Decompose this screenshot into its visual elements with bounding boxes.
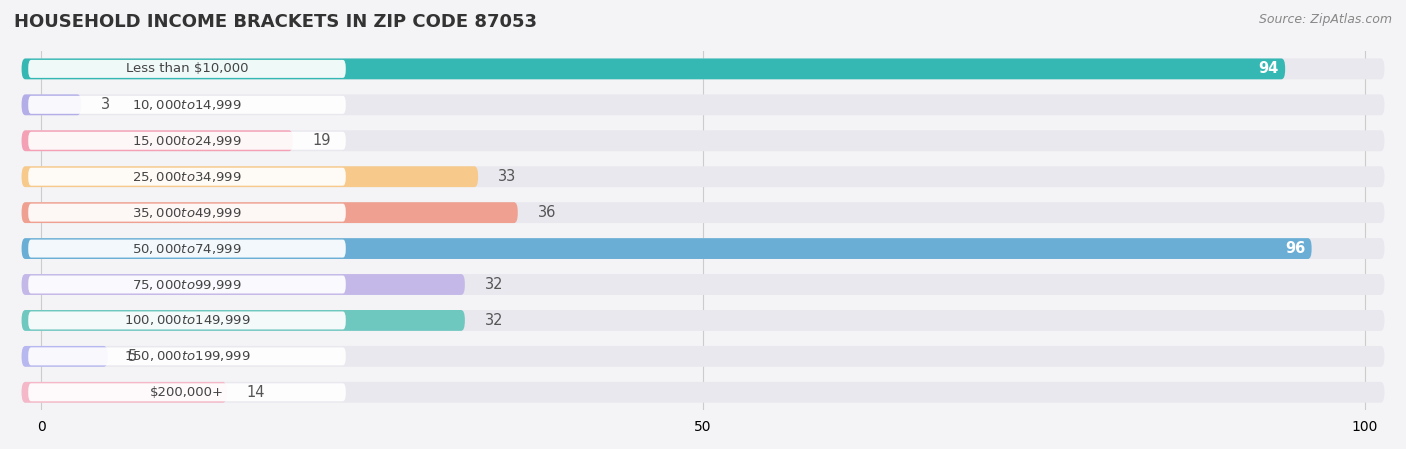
FancyBboxPatch shape xyxy=(21,274,465,295)
FancyBboxPatch shape xyxy=(28,204,346,222)
Text: $50,000 to $74,999: $50,000 to $74,999 xyxy=(132,242,242,255)
FancyBboxPatch shape xyxy=(21,58,1385,79)
FancyBboxPatch shape xyxy=(21,274,1385,295)
Text: $35,000 to $49,999: $35,000 to $49,999 xyxy=(132,206,242,220)
Text: $100,000 to $149,999: $100,000 to $149,999 xyxy=(124,313,250,327)
FancyBboxPatch shape xyxy=(21,346,108,367)
FancyBboxPatch shape xyxy=(21,310,465,331)
FancyBboxPatch shape xyxy=(28,168,346,186)
FancyBboxPatch shape xyxy=(21,58,1285,79)
Text: 36: 36 xyxy=(537,205,555,220)
FancyBboxPatch shape xyxy=(21,94,1385,115)
FancyBboxPatch shape xyxy=(28,96,346,114)
FancyBboxPatch shape xyxy=(21,166,1385,187)
FancyBboxPatch shape xyxy=(28,240,346,258)
FancyBboxPatch shape xyxy=(28,348,346,365)
FancyBboxPatch shape xyxy=(28,276,346,294)
FancyBboxPatch shape xyxy=(28,312,346,330)
Text: HOUSEHOLD INCOME BRACKETS IN ZIP CODE 87053: HOUSEHOLD INCOME BRACKETS IN ZIP CODE 87… xyxy=(14,13,537,31)
Text: 33: 33 xyxy=(498,169,516,184)
Text: 14: 14 xyxy=(246,385,266,400)
Text: $15,000 to $24,999: $15,000 to $24,999 xyxy=(132,134,242,148)
FancyBboxPatch shape xyxy=(28,60,346,78)
FancyBboxPatch shape xyxy=(28,132,346,150)
Text: $25,000 to $34,999: $25,000 to $34,999 xyxy=(132,170,242,184)
Text: 32: 32 xyxy=(485,313,503,328)
FancyBboxPatch shape xyxy=(28,383,346,401)
FancyBboxPatch shape xyxy=(21,166,478,187)
Text: 5: 5 xyxy=(128,349,136,364)
FancyBboxPatch shape xyxy=(21,346,1385,367)
Text: Less than $10,000: Less than $10,000 xyxy=(125,62,249,75)
FancyBboxPatch shape xyxy=(21,310,1385,331)
Text: 3: 3 xyxy=(101,97,110,112)
Text: $75,000 to $99,999: $75,000 to $99,999 xyxy=(132,277,242,291)
FancyBboxPatch shape xyxy=(21,130,1385,151)
FancyBboxPatch shape xyxy=(21,94,82,115)
FancyBboxPatch shape xyxy=(21,238,1385,259)
FancyBboxPatch shape xyxy=(21,202,1385,223)
Text: $10,000 to $14,999: $10,000 to $14,999 xyxy=(132,98,242,112)
Text: $200,000+: $200,000+ xyxy=(150,386,224,399)
Text: $150,000 to $199,999: $150,000 to $199,999 xyxy=(124,349,250,363)
Text: 96: 96 xyxy=(1285,241,1305,256)
Text: Source: ZipAtlas.com: Source: ZipAtlas.com xyxy=(1258,13,1392,26)
Text: 94: 94 xyxy=(1258,62,1278,76)
Text: 32: 32 xyxy=(485,277,503,292)
FancyBboxPatch shape xyxy=(21,130,292,151)
FancyBboxPatch shape xyxy=(21,202,517,223)
FancyBboxPatch shape xyxy=(21,238,1312,259)
FancyBboxPatch shape xyxy=(21,382,1385,403)
Text: 19: 19 xyxy=(312,133,332,148)
FancyBboxPatch shape xyxy=(21,382,226,403)
